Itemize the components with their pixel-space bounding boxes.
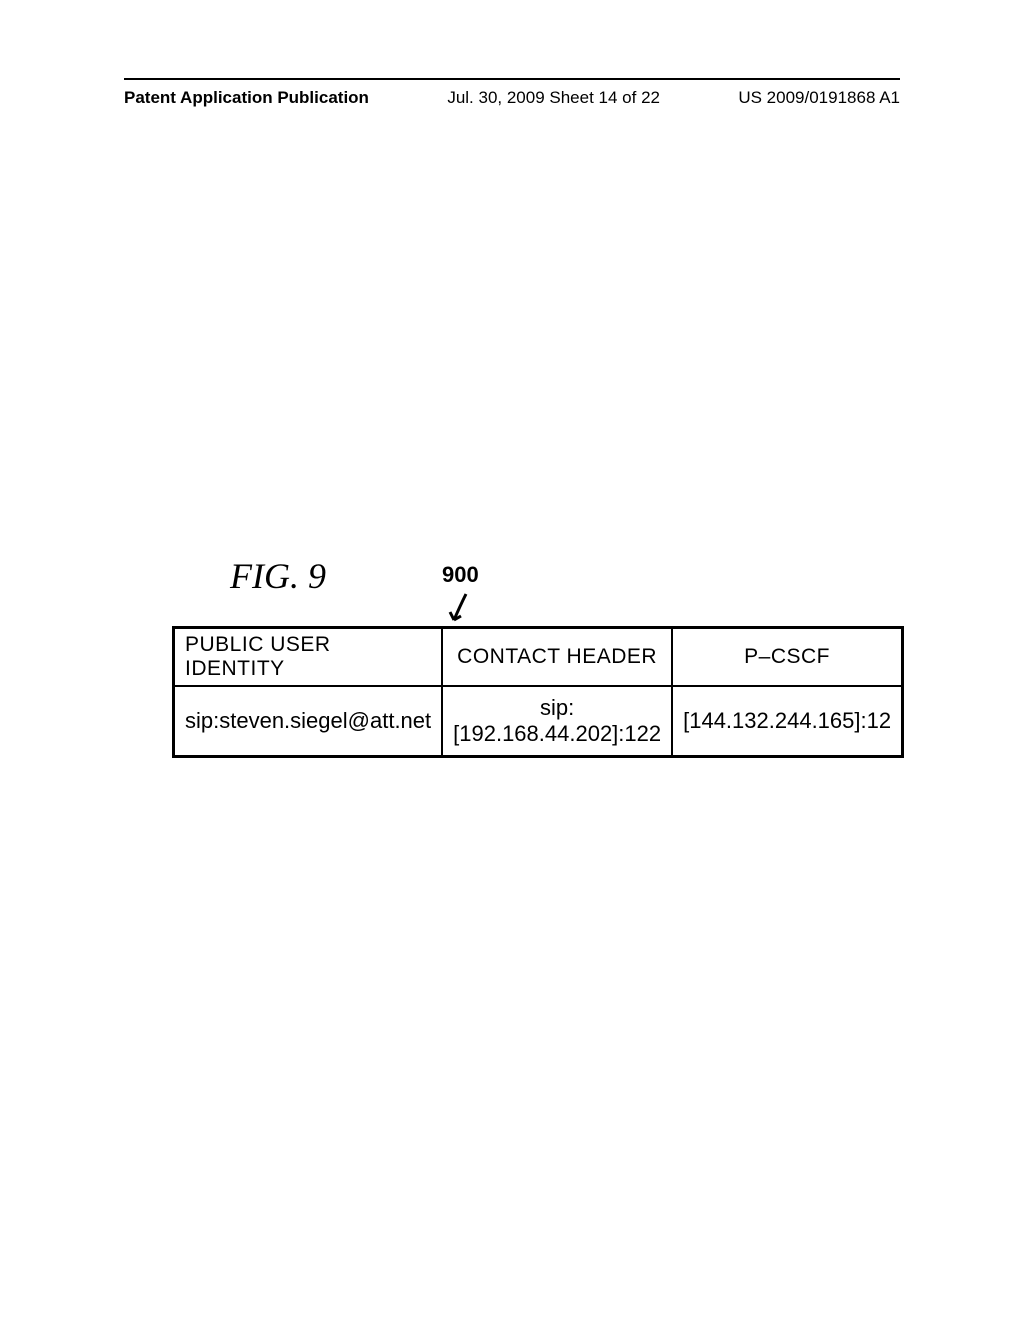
cell-identity: sip:steven.siegel@att.net	[174, 686, 443, 757]
table-header-row: PUBLIC USER IDENTITY CONTACT HEADER P–CS…	[174, 628, 903, 687]
cell-pcscf: [144.132.244.165]:12	[672, 686, 902, 757]
figure-label: FIG. 9	[230, 555, 326, 597]
registration-table: PUBLIC USER IDENTITY CONTACT HEADER P–CS…	[172, 626, 904, 758]
header-publication-label: Patent Application Publication	[124, 88, 369, 108]
reference-arrow-icon	[448, 592, 474, 628]
column-header-contact: CONTACT HEADER	[442, 628, 672, 687]
column-header-pcscf: P–CSCF	[672, 628, 902, 687]
header-date-sheet: Jul. 30, 2009 Sheet 14 of 22	[447, 88, 660, 108]
column-header-identity: PUBLIC USER IDENTITY	[174, 628, 443, 687]
table-row: sip:steven.siegel@att.net sip:[192.168.4…	[174, 686, 903, 757]
cell-contact: sip:[192.168.44.202]:122	[442, 686, 672, 757]
reference-number: 900	[442, 562, 479, 588]
header-publication-number: US 2009/0191868 A1	[738, 88, 900, 108]
page-header: Patent Application Publication Jul. 30, …	[124, 88, 900, 108]
header-rule	[124, 78, 900, 80]
